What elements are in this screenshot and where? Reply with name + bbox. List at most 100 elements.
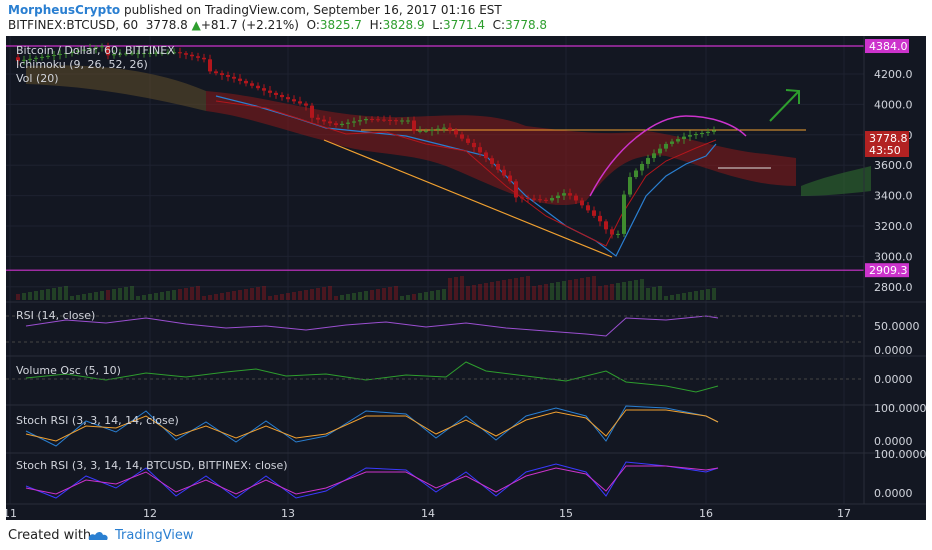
candle-body	[688, 135, 692, 137]
volume-bar	[454, 277, 458, 300]
stoch2-axis-label: 100.0000	[874, 448, 926, 461]
chart-area[interactable]: Bitcoin / Dollar, 60, BITFINEX Ichimoku …	[6, 36, 926, 520]
volume-bar	[178, 289, 182, 300]
candle-body	[346, 122, 350, 124]
volume-bar	[412, 294, 416, 300]
volume-bar	[292, 292, 296, 300]
volume-bar	[46, 289, 50, 300]
price-tick-label: 3200.0	[874, 220, 913, 233]
volume-bar	[682, 293, 686, 300]
open-value: 3825.7	[319, 18, 362, 32]
candle-body	[706, 131, 710, 133]
volume-bar	[148, 294, 152, 300]
candle-body	[190, 54, 194, 57]
candle-body	[52, 54, 56, 56]
volume-bar	[652, 287, 656, 300]
volume-bar	[556, 282, 560, 300]
volume-bar	[592, 276, 596, 300]
volume-bar	[460, 276, 464, 300]
candle-body	[490, 158, 494, 164]
candle-body	[634, 170, 638, 178]
candle-body	[682, 136, 686, 140]
volume-bar	[160, 292, 164, 300]
candle-body	[184, 53, 188, 55]
volume-bar	[136, 296, 140, 300]
low-value: 3771.4	[443, 18, 486, 32]
tradingview-link[interactable]: TradingView	[115, 528, 194, 543]
volume-bar	[622, 282, 626, 300]
volume-bar	[502, 280, 506, 300]
time-tick-label: 13	[281, 507, 295, 520]
candle-body	[100, 46, 104, 48]
candle-body	[340, 123, 344, 126]
volume-bar	[478, 284, 482, 300]
candle-body	[382, 119, 386, 121]
volume-bar	[304, 290, 308, 300]
tenkan-line	[215, 100, 717, 247]
candle-body	[592, 210, 596, 216]
candle-body	[556, 195, 560, 199]
candle-body	[502, 169, 506, 176]
volume-bar	[532, 286, 536, 300]
volume-bar	[100, 291, 104, 300]
candle-body	[496, 163, 500, 170]
volume-bar	[310, 289, 314, 300]
volume-bar	[172, 290, 176, 300]
ichimoku-label: Ichimoku (9, 26, 52, 26)	[16, 58, 148, 71]
time-tick-label: 12	[143, 507, 157, 520]
time-tick-label: 16	[699, 507, 713, 520]
published-text: published on TradingView.com, September …	[120, 3, 502, 17]
volume-bar	[22, 293, 26, 300]
price-change: +81.7 (+2.21%)	[200, 18, 299, 32]
candle-body	[646, 158, 650, 164]
candle-body	[88, 48, 92, 50]
rsi-title: RSI (14, close)	[16, 309, 95, 322]
price-tick-label: 4200.0	[874, 68, 913, 81]
volume-bar	[196, 286, 200, 300]
volume-bar	[628, 281, 632, 300]
candle-body	[616, 233, 620, 235]
candle-body	[712, 130, 716, 132]
volume-bar	[352, 293, 356, 300]
volume-bar	[202, 296, 206, 300]
author-link[interactable]: MorpheusCrypto	[8, 3, 121, 17]
volume-bar	[280, 294, 284, 300]
candle-body	[364, 118, 368, 121]
time-tick-label: 14	[421, 507, 435, 520]
volume-bar	[298, 291, 302, 300]
volume-bar	[430, 291, 434, 300]
volume-bar	[472, 285, 476, 300]
volume-bar	[508, 279, 512, 300]
volume-bar	[562, 281, 566, 300]
stoch-rsi-d	[25, 409, 719, 442]
volume-bar	[424, 292, 428, 300]
time-axis: 11 12 13 14 15 16 17	[6, 507, 851, 520]
volume-bar	[388, 287, 392, 300]
volume-bar	[88, 293, 92, 300]
volume-bar	[64, 286, 68, 300]
candle-body	[454, 130, 458, 135]
price-badge-label: 4384.0	[869, 40, 908, 53]
volume-bar	[76, 295, 80, 300]
up-arrow-icon	[769, 89, 800, 122]
volume-bar	[514, 278, 518, 300]
volume-bar	[16, 294, 20, 300]
volume-bar	[664, 296, 668, 300]
candle-body	[244, 80, 248, 84]
volume-bar	[538, 285, 542, 300]
candle-body	[514, 181, 518, 198]
volume-bar	[610, 284, 614, 300]
volume-bar	[244, 289, 248, 300]
candle-body	[418, 130, 422, 132]
volume-bar	[658, 286, 662, 300]
volume-bar	[250, 288, 254, 300]
candle-body	[130, 53, 134, 55]
close-value: 3778.8	[505, 18, 548, 32]
volume-bar	[34, 291, 38, 300]
volume-bar	[286, 293, 290, 300]
volume-bar	[580, 278, 584, 300]
candle-body	[394, 120, 398, 122]
volume-bar	[382, 288, 386, 300]
volume-bar	[448, 278, 452, 300]
candle-body	[670, 141, 674, 144]
